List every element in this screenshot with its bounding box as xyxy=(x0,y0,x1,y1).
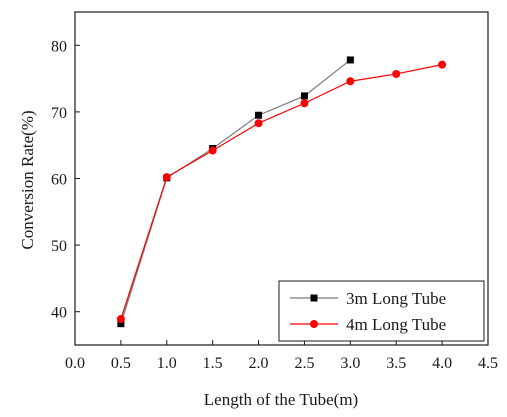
series-line-4m-long-tube xyxy=(120,64,443,320)
y-axis-title: Conversion Rate(%) xyxy=(18,110,37,249)
legend-label-3m: 3m Long Tube xyxy=(346,289,446,308)
x-tick-label: 4.5 xyxy=(478,355,498,372)
legend: 3m Long Tube 4m Long Tube xyxy=(278,280,485,342)
x-tick-label: 2.0 xyxy=(249,355,269,372)
data-point-4m-long-tube xyxy=(438,60,447,69)
series-layer xyxy=(116,56,447,328)
data-point-4m-long-tube xyxy=(116,315,125,324)
x-tick-label: 2.5 xyxy=(294,355,314,372)
x-tick-label: 4.0 xyxy=(432,355,452,372)
x-tick-label: 3.5 xyxy=(386,355,406,372)
data-point-3m-long-tube xyxy=(255,111,263,119)
data-point-3m-long-tube xyxy=(300,92,308,100)
y-tick-label: 40 xyxy=(51,305,67,322)
legend-marker-4m xyxy=(310,320,318,328)
data-point-4m-long-tube xyxy=(300,99,309,108)
x-tick-label: 1.0 xyxy=(157,355,177,372)
x-axis-title: Length of the Tube(m) xyxy=(204,390,358,409)
x-axis: 0.0 0.5 1.0 1.5 2.0 2.5 3.0 3.5 4.0 4.5 xyxy=(65,340,498,372)
x-tick-label: 3.0 xyxy=(340,355,360,372)
data-point-4m-long-tube xyxy=(162,173,171,182)
legend-box xyxy=(278,280,485,342)
data-point-4m-long-tube xyxy=(392,69,401,78)
data-point-4m-long-tube xyxy=(346,77,355,86)
y-tick-label: 70 xyxy=(51,105,67,122)
x-tick-label: 1.5 xyxy=(203,355,223,372)
y-axis: 40 50 60 70 80 xyxy=(51,38,80,322)
y-tick-label: 80 xyxy=(51,38,67,55)
legend-label-4m: 4m Long Tube xyxy=(346,315,446,334)
data-point-4m-long-tube xyxy=(254,119,263,128)
data-point-4m-long-tube xyxy=(208,146,217,155)
y-tick-label: 50 xyxy=(51,238,67,255)
x-tick-label: 0.0 xyxy=(65,355,85,372)
legend-marker-3m xyxy=(310,294,318,302)
y-tick-label: 60 xyxy=(51,172,67,189)
x-tick-label: 0.5 xyxy=(111,355,131,372)
data-point-3m-long-tube xyxy=(346,56,354,64)
data-point-3m-long-tube xyxy=(117,320,125,328)
